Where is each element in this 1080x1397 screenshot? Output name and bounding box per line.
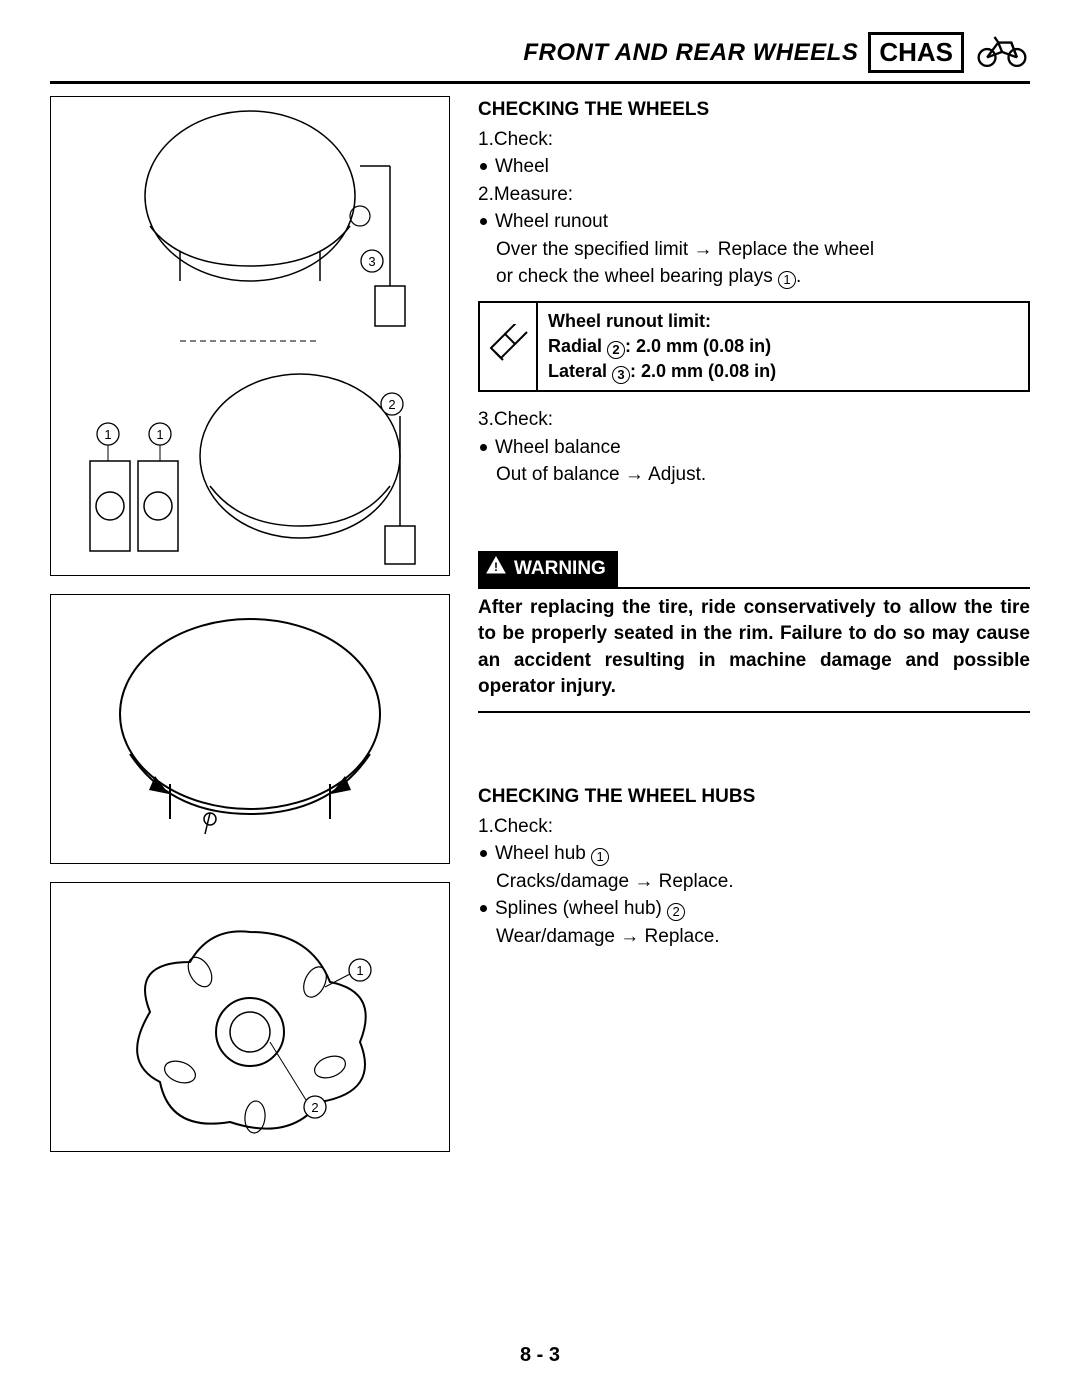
bullet-item: Wheel balance [478, 434, 1030, 462]
diagram-column: 3 2 1 1 [50, 96, 450, 1152]
bullet-text: Wheel [495, 153, 549, 181]
svg-text:!: ! [494, 560, 498, 574]
warning-block: ! WARNING After replacing the tire, ride… [478, 551, 1030, 713]
bullet-icon [480, 850, 487, 857]
motorcycle-icon [974, 30, 1030, 75]
section-title: CHECKING THE WHEELS [478, 96, 1030, 124]
spec-title: Wheel runout limit: [548, 309, 776, 334]
circled-ref: 1 [778, 271, 796, 289]
page-number: 8 - 3 [0, 1344, 1080, 1367]
circled-ref: 3 [612, 366, 630, 384]
svg-text:2: 2 [311, 1100, 318, 1115]
warning-label: ! WARNING [478, 551, 618, 587]
warning-header: ! WARNING [478, 551, 1030, 589]
svg-text:3: 3 [368, 254, 375, 269]
bullet-text: Wheel hub 1 [495, 840, 609, 868]
bullet-item: Wheel [478, 153, 1030, 181]
spec-text: Wheel runout limit: Radial 2: 2.0 mm (0.… [538, 303, 786, 391]
caliper-icon [480, 303, 538, 391]
svg-text:1: 1 [104, 427, 111, 442]
svg-text:1: 1 [356, 963, 363, 978]
circled-ref: 2 [607, 341, 625, 359]
wheel-runout-diagram: 3 2 1 1 [50, 96, 450, 576]
svg-text:1: 1 [156, 427, 163, 442]
bullet-icon [480, 905, 487, 912]
spec-lateral: Lateral 3: 2.0 mm (0.08 in) [548, 359, 776, 384]
checking-wheels-section: CHECKING THE WHEELS 1.Check: Wheel 2.Mea… [478, 96, 1030, 489]
bullet-icon [480, 163, 487, 170]
note-line: Over the specified limit → Replace the w… [496, 236, 1030, 264]
bullet-item: Wheel runout [478, 208, 1030, 236]
content-area: 3 2 1 1 [50, 96, 1030, 1152]
bullet-item: Wheel hub 1 [478, 840, 1030, 868]
warning-text: After replacing the tire, ride conservat… [478, 595, 1030, 713]
bullet-text: Splines (wheel hub) 2 [495, 895, 685, 923]
tire-seat-diagram [50, 594, 450, 864]
bullet-text: Wheel balance [495, 434, 621, 462]
note-line: or check the wheel bearing plays 1. [496, 263, 1030, 291]
bullet-icon [480, 218, 487, 225]
spec-box: Wheel runout limit: Radial 2: 2.0 mm (0.… [478, 301, 1030, 393]
warning-triangle-icon: ! [486, 555, 506, 583]
note-line: Out of balance → Adjust. [496, 461, 1030, 489]
step-label: 1.Check: [478, 813, 1030, 841]
wheel-hub-diagram: 1 2 [50, 882, 450, 1152]
section-title: CHECKING THE WHEEL HUBS [478, 783, 1030, 811]
bullet-text: Wheel runout [495, 208, 608, 236]
svg-text:2: 2 [388, 397, 395, 412]
checking-hubs-section: CHECKING THE WHEEL HUBS 1.Check: Wheel h… [478, 783, 1030, 950]
page-title: FRONT AND REAR WHEELS [523, 39, 858, 67]
step-label: 1.Check: [478, 126, 1030, 154]
warning-label-text: WARNING [514, 555, 606, 583]
step-label: 2.Measure: [478, 181, 1030, 209]
note-line: Wear/damage → Replace. [496, 923, 1030, 951]
circled-ref: 1 [591, 848, 609, 866]
chapter-code-box: CHAS [868, 32, 964, 73]
circled-ref: 2 [667, 903, 685, 921]
spec-radial: Radial 2: 2.0 mm (0.08 in) [548, 334, 776, 359]
step-label: 3.Check: [478, 406, 1030, 434]
page-header: FRONT AND REAR WHEELS CHAS [50, 30, 1030, 84]
bullet-item: Splines (wheel hub) 2 [478, 895, 1030, 923]
bullet-icon [480, 444, 487, 451]
note-line: Cracks/damage → Replace. [496, 868, 1030, 896]
text-column: CHECKING THE WHEELS 1.Check: Wheel 2.Mea… [478, 96, 1030, 1152]
